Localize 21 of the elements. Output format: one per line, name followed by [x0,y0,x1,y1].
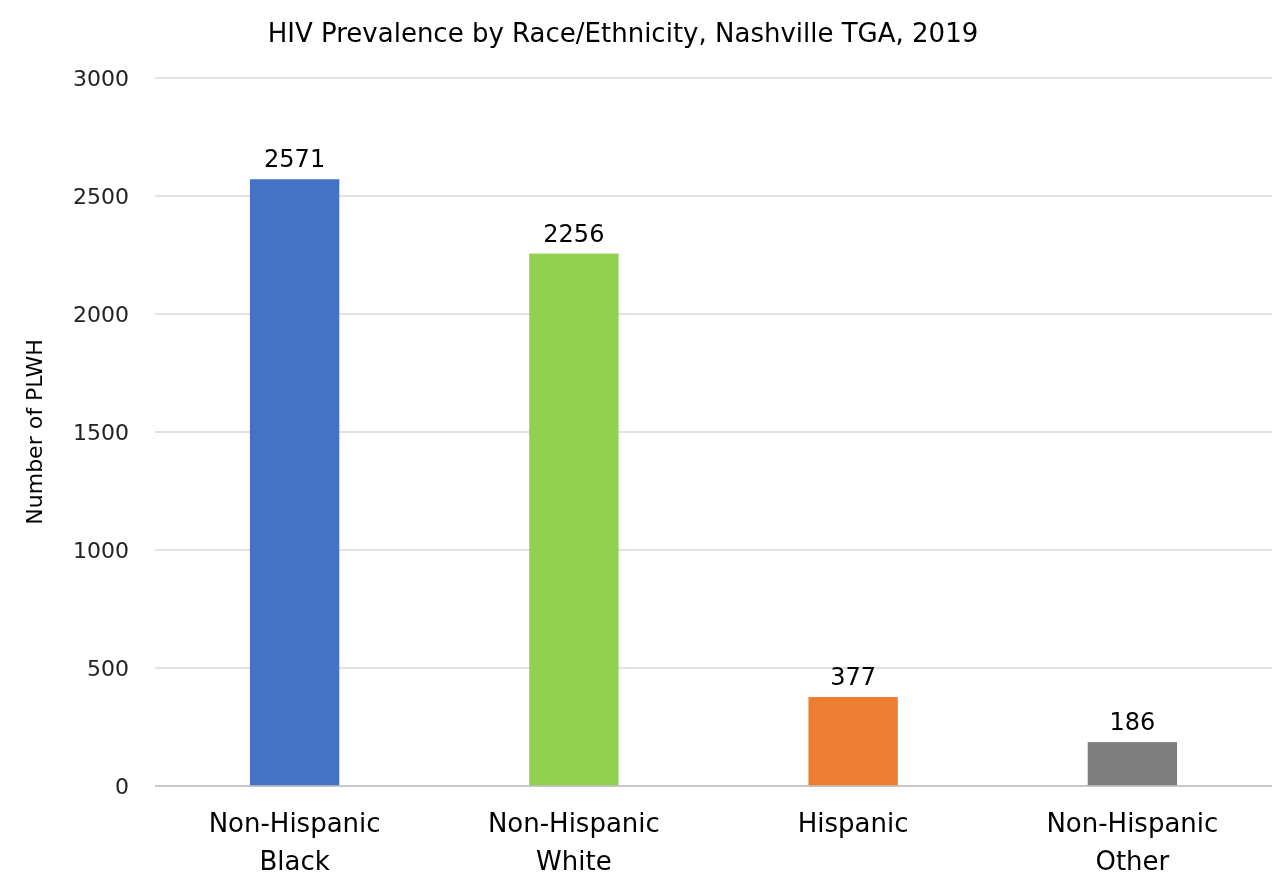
x-tick-label: Hispanic [797,808,909,838]
x-tick-label: Non-Hispanic Black [208,808,381,876]
y-tick-label: 1000 [73,537,129,563]
bar [1087,742,1178,786]
y-tick-label: 500 [87,655,129,681]
data-label: 2256 [543,219,605,248]
y-axis-title: Number of PLWH [22,339,47,525]
data-label: 2571 [264,145,326,174]
y-tick-label: 0 [115,773,129,799]
x-tick-label: Non-Hispanic White [487,808,660,876]
data-label: 186 [1109,708,1156,737]
x-tick-label: Non-Hispanic Other [1046,808,1219,876]
data-label: 377 [830,663,877,692]
y-tick-label: 1500 [73,419,129,445]
bar [249,179,340,786]
bar [808,697,898,786]
chart-title: HIV Prevalence by Race/Ethnicity, Nashville TGA, 2019 [267,18,979,48]
y-tick-label: 2500 [73,183,129,209]
y-tick-label: 2000 [73,301,129,327]
bar [529,253,619,786]
y-tick-label: 3000 [73,65,129,91]
